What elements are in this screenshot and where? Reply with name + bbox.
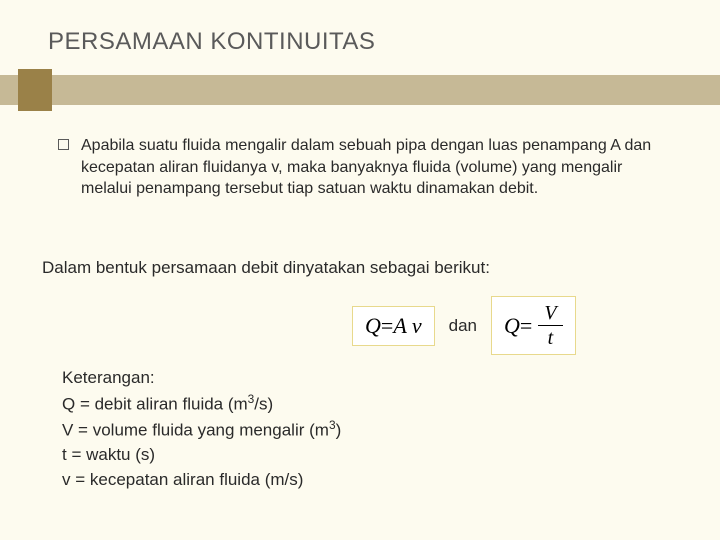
legend-v-sup: 3 (329, 418, 336, 432)
legend-v-b: ) (336, 421, 342, 440)
legend-header: Keterangan: (62, 366, 341, 391)
bullet-square-icon (58, 139, 69, 150)
bullet-item: Apabila suatu fluida mengalir dalam sebu… (58, 135, 668, 200)
statement-text: Dalam bentuk persamaan debit dinyatakan … (42, 258, 490, 278)
equation-row: Q = A v dan Q = V t (352, 296, 576, 355)
accent-bar (0, 75, 720, 105)
legend-q-a: Q = debit aliran fluida (m (62, 394, 248, 413)
slide-title: PERSAMAAN KONTINUITAS (48, 28, 375, 56)
legend-line-v-upper: V = volume fluida yang mengalir (m3) (62, 417, 341, 443)
eq2-fraction: V t (538, 303, 562, 348)
legend-v-a: V = volume fluida yang mengalir (m (62, 421, 329, 440)
legend-q-b: /s) (254, 394, 273, 413)
legend-line-v-lower: v = kecepatan aliran fluida (m/s) (62, 468, 341, 493)
equation-1: Q = A v (352, 306, 435, 346)
eq2-equals: = (520, 313, 532, 339)
bullet-text: Apabila suatu fluida mengalir dalam sebu… (81, 135, 668, 200)
eq2-lhs: Q (504, 313, 520, 339)
eq2-denominator: t (548, 326, 554, 348)
equation-2: Q = V t (491, 296, 576, 355)
eq1-rhs: A v (393, 313, 421, 339)
eq1-equals: = (381, 313, 393, 339)
accent-tab (18, 69, 52, 111)
legend-line-q: Q = debit aliran fluida (m3/s) (62, 391, 341, 417)
legend-line-t: t = waktu (s) (62, 443, 341, 468)
conjunction: dan (449, 316, 477, 336)
eq2-numerator: V (538, 303, 562, 326)
legend-block: Keterangan: Q = debit aliran fluida (m3/… (62, 366, 341, 493)
eq1-lhs: Q (365, 313, 381, 339)
